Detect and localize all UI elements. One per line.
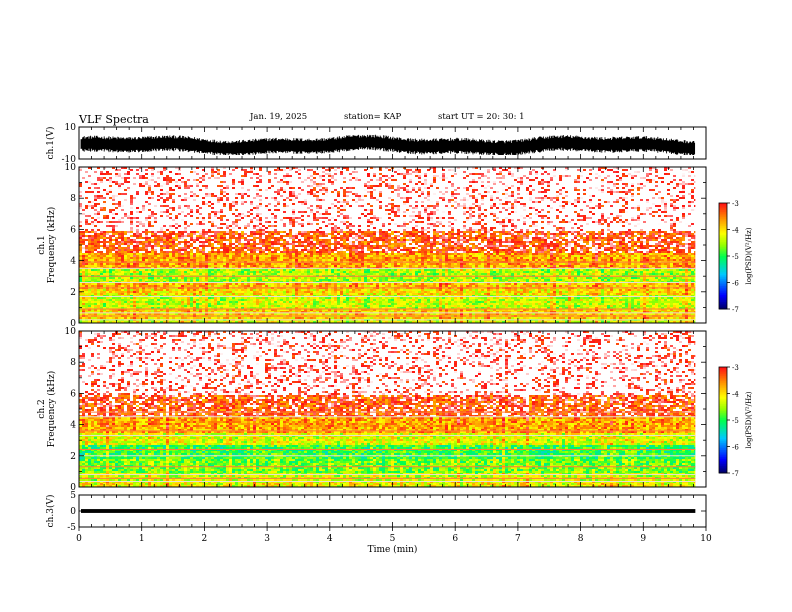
station-label: station= KAP <box>344 112 401 122</box>
start-time-label: start UT = 20: 30: 1 <box>438 112 525 122</box>
ch1-spectrogram-ylabel: ch.1 <box>37 235 47 254</box>
colorbar-tick-label: -5 <box>732 253 739 261</box>
ch3-waveform-trace <box>81 509 696 513</box>
x-tick-label: 8 <box>578 534 584 544</box>
y-tick-label: -10 <box>62 155 77 165</box>
y-tick-label: 2 <box>70 288 76 298</box>
y-tick-label: -5 <box>67 523 76 533</box>
y-tick-label: 10 <box>65 163 77 173</box>
y-tick-label: 10 <box>65 327 77 337</box>
colorbar-tick-label: -3 <box>732 364 739 372</box>
y-tick-label: 0 <box>70 319 76 329</box>
y-tick-label: 8 <box>70 358 76 368</box>
colorbar-label: log(PSD)(V²/Hz) <box>745 391 753 448</box>
ch1-waveform-ylabel: ch.1(V) <box>45 127 56 160</box>
ch2-spectrogram-ylabel: Frequency (kHz) <box>46 371 57 448</box>
x-axis-label: Time (min) <box>368 544 418 555</box>
colorbar-label: log(PSD)(V²/Hz) <box>745 227 753 284</box>
ch1-waveform-trace <box>80 134 696 155</box>
date-label: Jan. 19, 2025 <box>250 112 307 122</box>
x-tick-label: 10 <box>700 534 712 544</box>
colorbar-tick-label: -3 <box>732 200 739 208</box>
x-tick-label: 5 <box>390 534 396 544</box>
colorbar-tick-label: -5 <box>732 417 739 425</box>
y-tick-label: 2 <box>70 452 76 462</box>
figure-title: VLF Spectra <box>79 113 149 126</box>
x-tick-label: 6 <box>452 534 458 544</box>
colorbar-tick-label: -7 <box>732 470 739 478</box>
colorbar-tick-label: -7 <box>732 306 739 314</box>
y-tick-label: 0 <box>70 483 76 493</box>
colorbar-tick-label: -4 <box>732 391 739 399</box>
y-tick-label: 5 <box>70 491 76 501</box>
panels <box>79 134 730 513</box>
colorbar-tick-label: -4 <box>732 227 739 235</box>
x-tick-label: 3 <box>264 534 270 544</box>
y-tick-label: 4 <box>70 421 76 431</box>
colorbar-1 <box>718 202 730 310</box>
spectrogram-1-image <box>79 167 696 323</box>
x-tick-label: 1 <box>139 534 145 544</box>
colorbar-tick-label: -6 <box>732 444 739 452</box>
axes <box>78 126 707 531</box>
y-tick-label: 8 <box>70 194 76 204</box>
colorbar-tick-label: -6 <box>732 280 739 288</box>
y-tick-label: 6 <box>70 389 76 399</box>
x-tick-label: 2 <box>202 534 208 544</box>
y-tick-label: 10 <box>65 123 77 133</box>
x-tick-label: 7 <box>515 534 521 544</box>
y-tick-label: 4 <box>70 257 76 267</box>
spectrogram-2-image <box>79 331 696 487</box>
ch2-spectrogram-ylabel: ch.2 <box>37 399 47 418</box>
x-tick-label: 9 <box>640 534 646 544</box>
ch3-waveform-ylabel: ch.3(V) <box>45 495 56 528</box>
x-tick-label: 0 <box>76 534 82 544</box>
x-tick-label: 4 <box>327 534 333 544</box>
ch1-spectrogram-ylabel: Frequency (kHz) <box>46 207 57 284</box>
y-tick-label: 0 <box>70 507 76 517</box>
colorbar-2 <box>718 366 730 474</box>
y-tick-label: 6 <box>70 225 76 235</box>
